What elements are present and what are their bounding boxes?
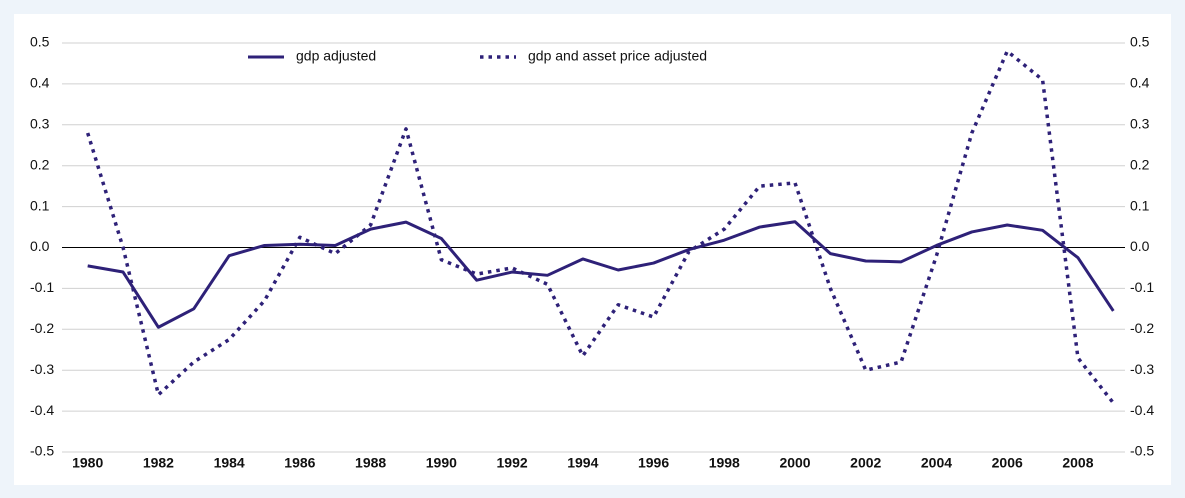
x-tick-label: 1990 — [426, 455, 457, 471]
y2-tick-label: 0.3 — [1130, 116, 1150, 132]
plot-panel — [14, 14, 1171, 485]
x-tick-label: 2008 — [1062, 455, 1093, 471]
x-tick-label: 2000 — [779, 455, 810, 471]
y2-tick-label: -0.4 — [1130, 402, 1154, 418]
y2-tick-label: 0.1 — [1130, 197, 1150, 213]
x-tick-label: 2006 — [992, 455, 1023, 471]
x-tick-label: 1996 — [638, 455, 669, 471]
x-tick-label: 1994 — [567, 455, 598, 471]
x-tick-label: 1986 — [284, 455, 315, 471]
y-tick-label: -0.4 — [30, 402, 54, 418]
y2-tick-label: -0.5 — [1130, 443, 1154, 459]
x-tick-label: 1982 — [143, 455, 174, 471]
legend-label: gdp adjusted — [296, 48, 376, 64]
y-tick-label: 0.4 — [30, 75, 50, 91]
y2-tick-label: -0.1 — [1130, 279, 1154, 295]
x-tick-label: 1998 — [709, 455, 740, 471]
y-tick-label: -0.3 — [30, 361, 54, 377]
y-tick-label: -0.5 — [30, 443, 54, 459]
line-series — [87, 220, 1115, 329]
x-tick-label: 1992 — [497, 455, 528, 471]
legend-label: gdp and asset price adjusted — [528, 48, 707, 64]
y2-tick-label: 0.4 — [1130, 75, 1150, 91]
y2-tick-label: 0.5 — [1130, 34, 1150, 50]
y-tick-label: -0.1 — [30, 279, 54, 295]
y-tick-label: 0.0 — [30, 238, 50, 254]
y2-tick-label: -0.2 — [1130, 320, 1154, 336]
y-tick-label: 0.3 — [30, 116, 50, 132]
x-tick-label: 2004 — [921, 455, 952, 471]
y2-tick-label: 0.2 — [1130, 156, 1150, 172]
y-tick-label: -0.2 — [30, 320, 54, 336]
y2-tick-label: 0.0 — [1130, 238, 1150, 254]
x-tick-label: 1988 — [355, 455, 386, 471]
x-tick-label: 1980 — [72, 455, 103, 471]
y-tick-label: 0.2 — [30, 156, 50, 172]
y2-tick-label: -0.3 — [1130, 361, 1154, 377]
y-tick-label: 0.5 — [30, 34, 50, 50]
x-tick-label: 1984 — [214, 455, 245, 471]
y-tick-label: 0.1 — [30, 197, 50, 213]
x-tick-label: 2002 — [850, 455, 881, 471]
